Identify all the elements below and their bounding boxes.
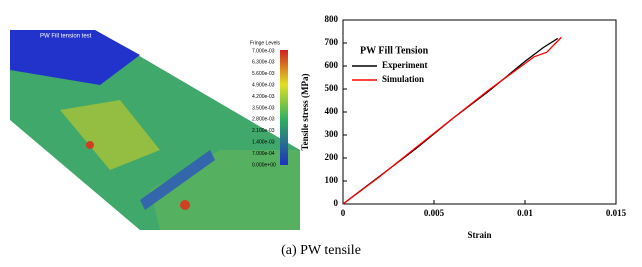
series-line [343,37,561,204]
chart: 0 100 200 300 400 500 600 700 800 0 0.005 0.01 0.015… [300,14,627,240]
x-tick-label: 0.015 [606,208,627,218]
figure: PW Fill tension test Fringe Levels 7.000… [0,0,642,267]
fringe-title: Fringe Levels [250,40,281,46]
x-tick-label: 0 [341,208,346,218]
x-axis-label: Strain [467,230,491,240]
fringe-label: 5.600e-03 [252,71,275,77]
y-axis-label: Tensile stress (MPa) [300,74,310,151]
y-tick-label: 0 [334,198,339,208]
x-tick-label: 0.005 [424,208,445,218]
hotspot [86,141,94,149]
y-tick-label: 400 [325,106,339,116]
y-tick-label: 600 [325,60,339,70]
y-tick-label: 800 [325,14,339,24]
fringe-label: 7.000e-03 [252,48,275,54]
fringe-label: 1.400e-03 [252,140,275,146]
hotspot [180,200,190,210]
legend-label: Simulation [382,74,424,84]
fringe-label: 7.000e-04 [252,151,275,157]
fringe-label: 3.500e-03 [252,105,275,111]
chart-title: PW Fill Tension [360,45,429,56]
y-tick-label: 500 [325,83,339,93]
figure-canvas: PW Fill tension test Fringe Levels 7.000… [0,0,642,267]
fem-title: PW Fill tension test [40,34,92,40]
fringe-bar [280,50,288,165]
y-tick-label: 100 [325,175,339,185]
fringe-label: 0.000e+00 [252,162,276,168]
y-tick-label: 200 [325,152,339,162]
fringe-label: 2.100e-03 [252,128,275,134]
caption: (a) PW tensile [281,243,361,258]
fringe-labels: 7.000e-03 6.300e-03 5.600e-03 4.900e-03 4.20… [252,48,276,168]
fringe-label: 6.300e-03 [252,60,275,66]
fem-image: PW Fill tension test Fringe Levels 7.000… [10,30,300,230]
y-tick-label: 300 [325,129,339,139]
fringe-label: 4.900e-03 [252,83,275,89]
legend-label: Experiment [382,60,428,70]
x-tick-label: 0.01 [517,208,533,218]
fringe-label: 2.800e-03 [252,117,275,123]
y-tick-label: 700 [325,37,339,47]
fringe-label: 4.200e-03 [252,94,275,100]
